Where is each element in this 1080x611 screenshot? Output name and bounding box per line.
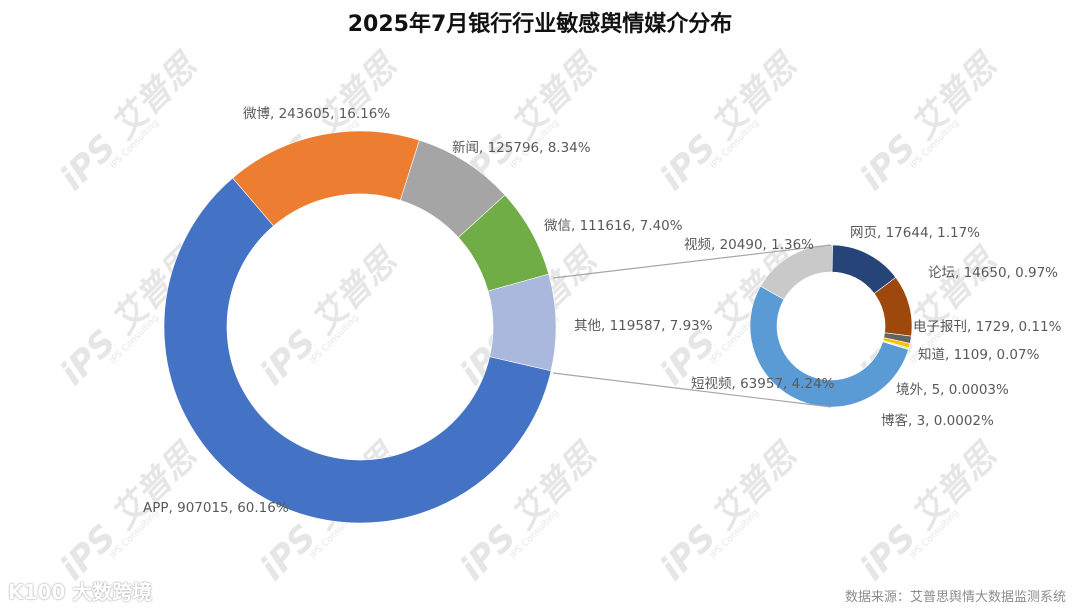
data-label-epaper: 电子报刊, 1729, 0.11% xyxy=(913,319,1062,335)
donut-segment-视频 xyxy=(760,244,833,300)
data-label-overseas: 境外, 5, 0.0003% xyxy=(896,382,1009,398)
donut-segment-其他 xyxy=(487,273,557,372)
data-label-wechat: 微信, 111616, 7.40% xyxy=(544,218,683,234)
data-label-news: 新闻, 125796, 8.34% xyxy=(452,140,591,156)
data-label-zhidao: 知道, 1109, 0.07% xyxy=(918,347,1040,363)
sub-donut xyxy=(749,244,913,408)
data-label-short-video: 短视频, 63957, 4.24% xyxy=(691,376,835,392)
data-label-other: 其他, 119587, 7.93% xyxy=(574,318,713,334)
brand-logo: K100 大数跨境 xyxy=(8,580,153,604)
data-label-app: APP, 907015, 60.16% xyxy=(143,500,289,516)
data-label-blog: 博客, 3, 0.0002% xyxy=(881,413,994,429)
donut-segment-短视频 xyxy=(749,285,909,408)
connector-line-bottom xyxy=(552,372,832,408)
data-label-webpage: 网页, 17644, 1.17% xyxy=(850,225,980,241)
data-label-video: 视频, 20490, 1.36% xyxy=(684,237,814,253)
connector-line-top xyxy=(552,244,832,279)
chart-title: 2025年7月银行行业敏感舆情媒介分布 xyxy=(347,12,733,37)
data-label-weibo: 微博, 243605, 16.16% xyxy=(243,106,391,122)
data-source-note: 数据来源：艾普思舆情大数据监测系统 xyxy=(844,590,1066,605)
main-donut xyxy=(163,130,557,524)
data-label-forum: 论坛, 14650, 0.97% xyxy=(928,265,1058,281)
donut-segment-APP xyxy=(163,177,552,524)
